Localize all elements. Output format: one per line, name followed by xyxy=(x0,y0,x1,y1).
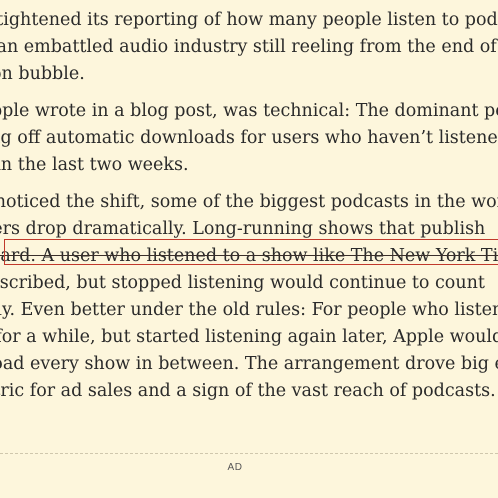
article-body: recently tightened its reporting of how … xyxy=(0,7,498,415)
article-line: indefinitely. Even better under the old … xyxy=(0,300,498,320)
article-line: a show in the last two weeks. xyxy=(0,155,189,175)
article-paragraph-3: As users noticed the shift, some of the … xyxy=(0,189,498,405)
article-line: redownload every show in between. The ar… xyxy=(0,354,498,374)
article-paragraph-1: recently tightened its reporting of how … xyxy=(0,7,498,88)
article-line: episodes, subscribed, but stopped listen… xyxy=(0,273,485,293)
ad-divider xyxy=(0,453,498,454)
article-paragraph-2: The change, Apple wrote in a blog post, … xyxy=(0,98,498,179)
article-line: recently tightened its reporting of how … xyxy=(0,10,498,30)
article-line: switching off automatic downloads for us… xyxy=(0,128,498,148)
article-line: production bubble. xyxy=(0,64,85,84)
article-line: tuned off for a while, but started liste… xyxy=(0,327,498,347)
article-line: As users noticed the shift, some of the … xyxy=(0,192,498,212)
article-line: The change, Apple wrote in a blog post, … xyxy=(0,101,498,121)
article-line: saw numbers drop dramatically. Long-runn… xyxy=(0,219,486,239)
article-line: through an embattled audio industry stil… xyxy=(0,37,497,57)
ad-label: AD xyxy=(227,462,243,473)
article-line: crucial metric for ad sales and a sign o… xyxy=(0,381,496,401)
